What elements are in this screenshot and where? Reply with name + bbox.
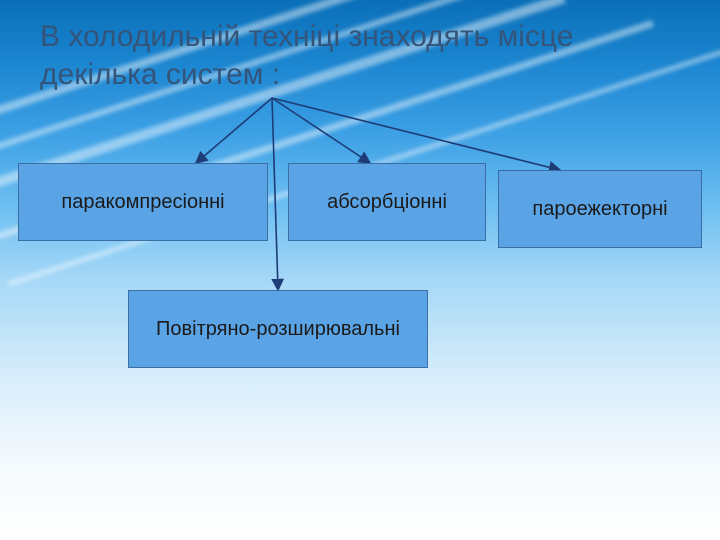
diagram-box-label: Повітряно-розширювальні <box>156 318 400 341</box>
diagram-box-box4: Повітряно-розширювальні <box>128 290 428 368</box>
diagram-box-box1: паракомпресіонні <box>18 163 268 241</box>
connector-arrow <box>196 98 272 163</box>
diagram-box-label: паракомпресіонні <box>61 191 224 214</box>
connector-arrows <box>0 0 720 540</box>
connector-arrow <box>272 98 278 290</box>
connector-arrow <box>272 98 370 163</box>
diagram-box-label: пароежекторні <box>532 198 667 221</box>
diagram-box-box2: абсорбціонні <box>288 163 486 241</box>
diagram-box-label: абсорбціонні <box>327 191 447 214</box>
connector-arrow <box>272 98 560 170</box>
diagram-box-box3: пароежекторні <box>498 170 702 248</box>
